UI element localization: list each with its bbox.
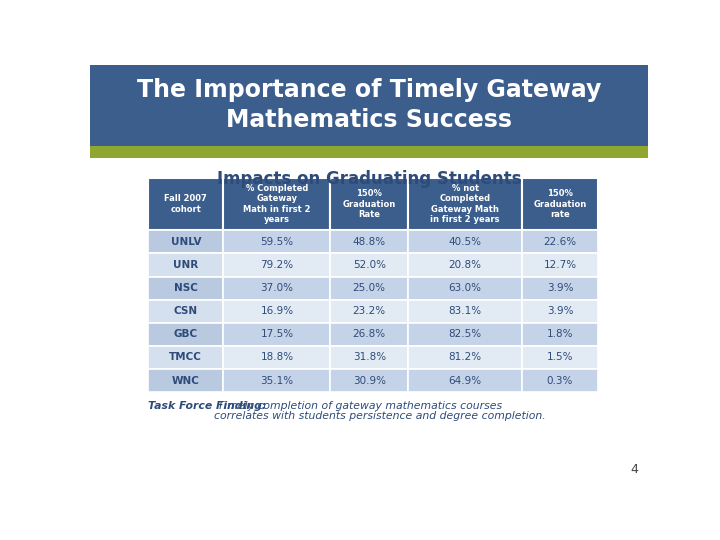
FancyBboxPatch shape: [522, 369, 598, 392]
FancyBboxPatch shape: [148, 253, 223, 276]
Text: Timely completion of gateway mathematics courses: Timely completion of gateway mathematics…: [214, 401, 502, 411]
Text: 17.5%: 17.5%: [261, 329, 294, 339]
Text: NSC: NSC: [174, 283, 198, 293]
FancyBboxPatch shape: [223, 346, 330, 369]
Text: CSN: CSN: [174, 306, 198, 316]
FancyBboxPatch shape: [223, 178, 330, 231]
FancyBboxPatch shape: [148, 276, 223, 300]
FancyBboxPatch shape: [223, 300, 330, 323]
Text: 22.6%: 22.6%: [544, 237, 577, 247]
Text: 20.8%: 20.8%: [449, 260, 482, 270]
FancyBboxPatch shape: [223, 276, 330, 300]
Text: 18.8%: 18.8%: [261, 353, 294, 362]
FancyBboxPatch shape: [522, 300, 598, 323]
FancyBboxPatch shape: [90, 146, 648, 158]
Text: Task Force Finding:: Task Force Finding:: [148, 401, 266, 411]
Text: 52.0%: 52.0%: [353, 260, 386, 270]
Text: Fall 2007
cohort: Fall 2007 cohort: [164, 194, 207, 214]
Text: 79.2%: 79.2%: [261, 260, 294, 270]
FancyBboxPatch shape: [408, 300, 522, 323]
FancyBboxPatch shape: [408, 346, 522, 369]
Text: 59.5%: 59.5%: [261, 237, 294, 247]
FancyBboxPatch shape: [148, 178, 223, 231]
Text: 23.2%: 23.2%: [353, 306, 386, 316]
Text: GBC: GBC: [174, 329, 198, 339]
Text: correlates with students persistence and degree completion.: correlates with students persistence and…: [214, 411, 546, 421]
Text: 12.7%: 12.7%: [544, 260, 577, 270]
FancyBboxPatch shape: [330, 369, 408, 392]
Text: 3.9%: 3.9%: [546, 283, 573, 293]
Text: 82.5%: 82.5%: [449, 329, 482, 339]
Text: UNR: UNR: [174, 260, 199, 270]
FancyBboxPatch shape: [148, 300, 223, 323]
Text: 48.8%: 48.8%: [353, 237, 386, 247]
FancyBboxPatch shape: [330, 231, 408, 253]
FancyBboxPatch shape: [148, 369, 223, 392]
FancyBboxPatch shape: [522, 346, 598, 369]
FancyBboxPatch shape: [522, 323, 598, 346]
FancyBboxPatch shape: [330, 276, 408, 300]
FancyBboxPatch shape: [522, 253, 598, 276]
FancyBboxPatch shape: [330, 323, 408, 346]
Text: The Importance of Timely Gateway: The Importance of Timely Gateway: [137, 78, 601, 102]
Text: 63.0%: 63.0%: [449, 283, 482, 293]
Text: 83.1%: 83.1%: [449, 306, 482, 316]
FancyBboxPatch shape: [148, 323, 223, 346]
Text: 1.8%: 1.8%: [546, 329, 573, 339]
Text: 30.9%: 30.9%: [353, 375, 386, 386]
Text: 150%
Graduation
Rate: 150% Graduation Rate: [343, 190, 396, 219]
FancyBboxPatch shape: [408, 253, 522, 276]
Text: WNC: WNC: [172, 375, 199, 386]
FancyBboxPatch shape: [408, 276, 522, 300]
FancyBboxPatch shape: [330, 178, 408, 231]
Text: 81.2%: 81.2%: [449, 353, 482, 362]
Text: 25.0%: 25.0%: [353, 283, 386, 293]
FancyBboxPatch shape: [330, 300, 408, 323]
Text: TMCC: TMCC: [169, 353, 202, 362]
Text: 3.9%: 3.9%: [546, 306, 573, 316]
Text: 0.3%: 0.3%: [546, 375, 573, 386]
Text: Mathematics Success: Mathematics Success: [226, 108, 512, 132]
FancyBboxPatch shape: [223, 253, 330, 276]
Text: 4: 4: [631, 463, 639, 476]
FancyBboxPatch shape: [223, 369, 330, 392]
FancyBboxPatch shape: [223, 323, 330, 346]
Text: % not
Completed
Gateway Math
in first 2 years: % not Completed Gateway Math in first 2 …: [431, 184, 500, 224]
FancyBboxPatch shape: [408, 178, 522, 231]
FancyBboxPatch shape: [408, 369, 522, 392]
FancyBboxPatch shape: [330, 253, 408, 276]
Text: 35.1%: 35.1%: [261, 375, 294, 386]
FancyBboxPatch shape: [148, 346, 223, 369]
FancyBboxPatch shape: [330, 346, 408, 369]
Text: % Completed
Gateway
Math in first 2
years: % Completed Gateway Math in first 2 year…: [243, 184, 310, 224]
FancyBboxPatch shape: [522, 276, 598, 300]
FancyBboxPatch shape: [148, 231, 223, 253]
FancyBboxPatch shape: [408, 231, 522, 253]
Text: 37.0%: 37.0%: [261, 283, 294, 293]
Text: UNLV: UNLV: [171, 237, 201, 247]
FancyBboxPatch shape: [408, 323, 522, 346]
Text: 31.8%: 31.8%: [353, 353, 386, 362]
FancyBboxPatch shape: [223, 231, 330, 253]
FancyBboxPatch shape: [522, 178, 598, 231]
Text: 1.5%: 1.5%: [546, 353, 573, 362]
Text: Impacts on Graduating Students: Impacts on Graduating Students: [217, 170, 521, 188]
Text: 150%
Graduation
rate: 150% Graduation rate: [534, 190, 587, 219]
FancyBboxPatch shape: [90, 65, 648, 146]
FancyBboxPatch shape: [522, 231, 598, 253]
Text: 64.9%: 64.9%: [449, 375, 482, 386]
Text: 16.9%: 16.9%: [261, 306, 294, 316]
Text: 26.8%: 26.8%: [353, 329, 386, 339]
Text: 40.5%: 40.5%: [449, 237, 482, 247]
